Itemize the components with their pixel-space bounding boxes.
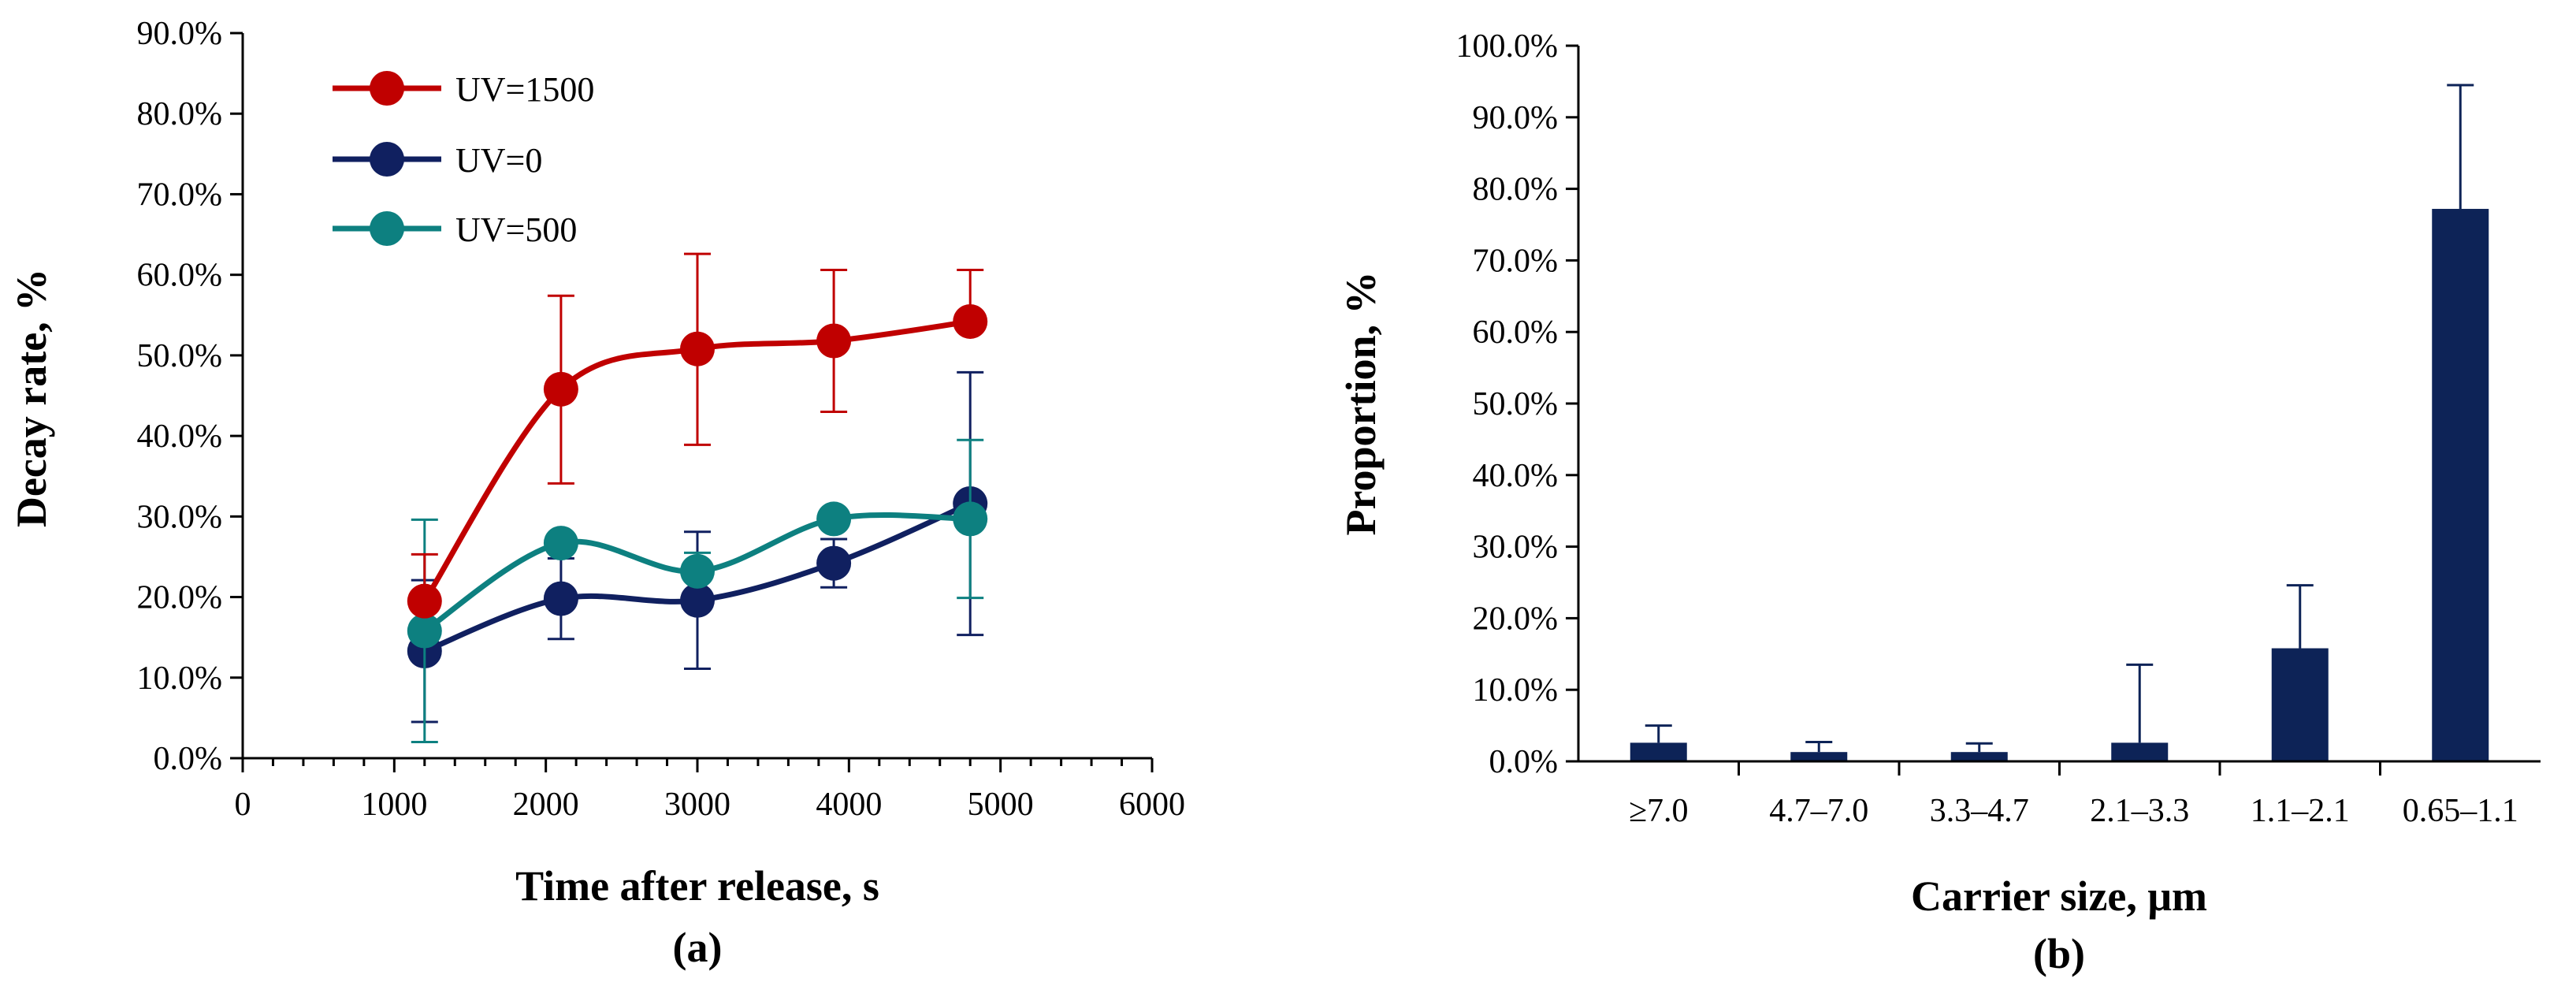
bar <box>2111 742 2169 761</box>
data-point <box>407 583 442 619</box>
panel-a-x-tick-label: 6000 <box>1119 787 1185 823</box>
panel-b-y-tick-label: 0.0% <box>1489 744 1559 780</box>
panel-a-x-tick-label: 5000 <box>968 787 1034 823</box>
data-point <box>816 323 852 359</box>
panel-b-y-tick-label: 40.0% <box>1473 458 1559 494</box>
panel-a-y-tick-label: 80.0% <box>137 96 223 132</box>
panel-a-y-tick-label: 40.0% <box>137 419 223 455</box>
series-uv-500 <box>407 438 988 744</box>
data-point <box>816 501 852 537</box>
legend-label: UV=500 <box>455 210 577 249</box>
panel-b-y-tick-label: 80.0% <box>1473 172 1559 208</box>
data-point <box>543 526 578 561</box>
panel-b-marks <box>1630 84 2489 761</box>
data-point <box>543 371 578 407</box>
panel-b-x-tick-label: 3.3–4.7 <box>1930 793 2029 829</box>
panel-a-y-tick-label: 10.0% <box>137 660 223 697</box>
bar <box>2271 648 2329 761</box>
panel-b-x-tick-label: 4.7–7.0 <box>1769 793 1868 829</box>
panel-b-y-axis-title: Proportion, % <box>1337 272 1385 536</box>
data-point <box>953 501 988 537</box>
panel-b-x-tick-label: 2.1–3.3 <box>2090 793 2189 829</box>
panel-a-axes: 0.0% 10.0% 20.0% 30.0% 40.0% 50.0% 60.0% 70.0% 8… <box>137 16 1186 823</box>
bar <box>1630 742 1687 761</box>
panel-a-y-tick-label: 30.0% <box>137 499 223 535</box>
panel-a-y-tick-label: 50.0% <box>137 338 223 374</box>
panel-a-y-tick-label: 60.0% <box>137 258 223 294</box>
panel-a-y-tick-label: 0.0% <box>154 741 223 777</box>
data-point <box>953 303 988 339</box>
panel-b-x-axis-title: Carrier size, μm <box>1911 872 2207 920</box>
panel-b-x-tick-label: 1.1–2.1 <box>2251 793 2350 829</box>
panel-b-y-tick-label: 60.0% <box>1473 314 1559 351</box>
panel-a-y-tick-label: 20.0% <box>137 580 223 616</box>
panel-a-legend: UV=1500 UV=0 UV=500 <box>333 70 594 249</box>
panel-a-marks <box>407 252 988 744</box>
panel-b-axes: 0.0% 10.0% 20.0% 30.0% 40.0% 50.0% 60.0% 70.0% 8… <box>1456 28 2518 829</box>
panel-a-x-tick-label: 0 <box>235 787 251 823</box>
panel-b-y-tick-label: 50.0% <box>1473 386 1559 422</box>
bar <box>1790 752 1848 761</box>
panel-b-y-tick-label: 20.0% <box>1473 601 1559 637</box>
panel-a-label: (a) <box>673 924 723 971</box>
bar <box>1950 752 2008 761</box>
panel-b-x-tick-label: 0.65–1.1 <box>2403 793 2518 829</box>
panel-a-x-tick-label: 4000 <box>816 787 882 823</box>
legend-marker <box>370 71 404 106</box>
panel-a-x-tick-label: 1000 <box>361 787 427 823</box>
data-point <box>680 553 715 589</box>
legend-label: UV=1500 <box>455 70 594 109</box>
data-point <box>680 331 715 366</box>
panel-b-x-tick-label: ≥7.0 <box>1629 793 1689 829</box>
panel-b-y-tick-label: 70.0% <box>1473 243 1559 279</box>
panel-a-y-axis-title: Decay rate, % <box>8 269 55 527</box>
data-point <box>543 581 578 616</box>
panel-a-x-axis-title: Time after release, s <box>515 862 879 910</box>
panel-b-y-tick-label: 30.0% <box>1473 530 1559 566</box>
panel-a-x-tick-label: 2000 <box>513 787 579 823</box>
panel-a-line-chart: 0.0% 10.0% 20.0% 30.0% 40.0% 50.0% 60.0% 70.0% 8… <box>8 16 1185 971</box>
legend-marker <box>370 142 404 177</box>
panel-b-bar-chart: 0.0% 10.0% 20.0% 30.0% 40.0% 50.0% 60.0% 70.0% 8… <box>1337 28 2541 977</box>
panel-b-y-tick-label: 100.0% <box>1456 28 1559 65</box>
data-point <box>407 613 442 649</box>
panel-b-y-tick-label: 90.0% <box>1473 100 1559 136</box>
panel-b-label: (b) <box>2033 930 2085 977</box>
data-point <box>816 545 852 581</box>
legend-marker <box>370 211 404 246</box>
panel-a-y-tick-label: 90.0% <box>137 16 223 52</box>
panel-a-x-tick-label: 3000 <box>664 787 730 823</box>
panel-b-y-tick-label: 10.0% <box>1473 672 1559 709</box>
series-uv-1500 <box>407 252 988 619</box>
legend-label: UV=0 <box>455 141 542 180</box>
bar <box>2432 209 2489 761</box>
panel-a-y-tick-label: 70.0% <box>137 177 223 213</box>
data-point <box>680 582 715 618</box>
